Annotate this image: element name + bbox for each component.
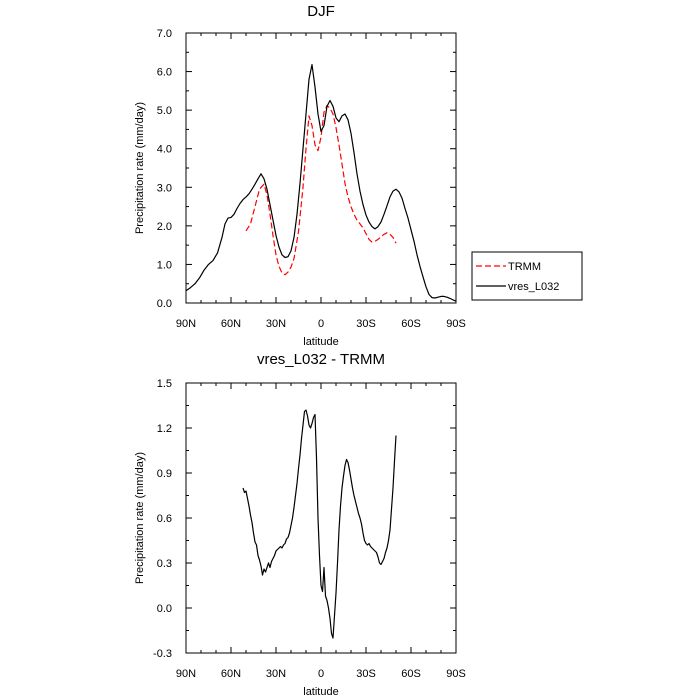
x-tick-label-djf: 90N <box>176 318 196 330</box>
y-axis-label-djf: Precipitation rate (mm/day) <box>134 102 146 234</box>
x-tick-label-difference: 90S <box>446 668 466 680</box>
chart-title-difference: vres_L032 - TRMM <box>257 351 385 368</box>
legend-label-vres: vres_L032 <box>508 281 559 293</box>
y-tick-label-djf: 7.0 <box>157 28 172 40</box>
ticks-difference: 90N 60N 30N 0 30S 60S 90S -0.3 0.0 0.3 0.6 0.9 1.2 1.… <box>153 378 466 680</box>
chart-title-djf: DJF <box>307 3 335 20</box>
y-tick-label-difference: -0.3 <box>153 648 172 660</box>
x-tick-label-difference: 30S <box>356 668 376 680</box>
legend-label-trmm: TRMM <box>508 261 541 273</box>
plot-frame-difference <box>185 382 457 654</box>
x-axis-label-difference: latitude <box>303 686 338 698</box>
y-tick-label-difference: 0.3 <box>157 558 172 570</box>
y-tick-label-djf: 5.0 <box>157 105 172 117</box>
y-tick-label-difference: 0.9 <box>157 468 172 480</box>
series-djf <box>185 63 457 302</box>
panel-djf: DJF 90N 60N 30N 0 30S 60S 90S 0.0 1.0 2.0 3.0 4.0 5.… <box>134 3 583 348</box>
legend: TRMM vres_L032 <box>471 251 583 301</box>
x-tick-label-difference: 0 <box>318 668 324 680</box>
series-line-vres-l032 <box>185 63 457 302</box>
y-axis-label-difference: Precipitation rate (mm/day) <box>134 452 146 584</box>
x-tick-label-djf: 30N <box>266 318 286 330</box>
x-tick-label-difference: 60S <box>401 668 421 680</box>
x-tick-label-djf: 0 <box>318 318 324 330</box>
y-tick-label-difference: 1.2 <box>157 423 172 435</box>
series-line-vres-l032-trmm <box>242 409 397 639</box>
x-tick-label-djf: 90S <box>446 318 466 330</box>
y-tick-label-difference: 0.0 <box>157 603 172 615</box>
x-tick-label-difference: 60N <box>221 668 241 680</box>
series-line-trmm <box>245 104 397 276</box>
plot-frame-djf <box>185 32 457 304</box>
x-tick-label-djf: 60S <box>401 318 421 330</box>
y-tick-label-djf: 4.0 <box>157 144 172 156</box>
y-tick-label-difference: 0.6 <box>157 513 172 525</box>
x-tick-label-difference: 90N <box>176 668 196 680</box>
panel-difference: vres_L032 - TRMM 90N 60N 30N 0 30S 60S 90S -0.3… <box>134 351 466 698</box>
x-tick-label-djf: 30S <box>356 318 376 330</box>
y-tick-label-djf: 6.0 <box>157 67 172 79</box>
x-tick-label-djf: 60N <box>221 318 241 330</box>
y-tick-label-djf: 3.0 <box>157 182 172 194</box>
y-tick-label-djf: 0.0 <box>157 298 172 310</box>
x-axis-label-djf: latitude <box>303 336 338 348</box>
legend-box <box>471 251 583 301</box>
ticks-djf: 90N 60N 30N 0 30S 60S 90S 0.0 1.0 2.0 3.0 4.0 5.0 6.0… <box>157 28 466 330</box>
x-tick-label-difference: 30N <box>266 668 286 680</box>
series-difference <box>242 409 397 639</box>
y-tick-label-djf: 1.0 <box>157 259 172 271</box>
y-tick-label-djf: 2.0 <box>157 221 172 233</box>
y-tick-label-difference: 1.5 <box>157 378 172 390</box>
